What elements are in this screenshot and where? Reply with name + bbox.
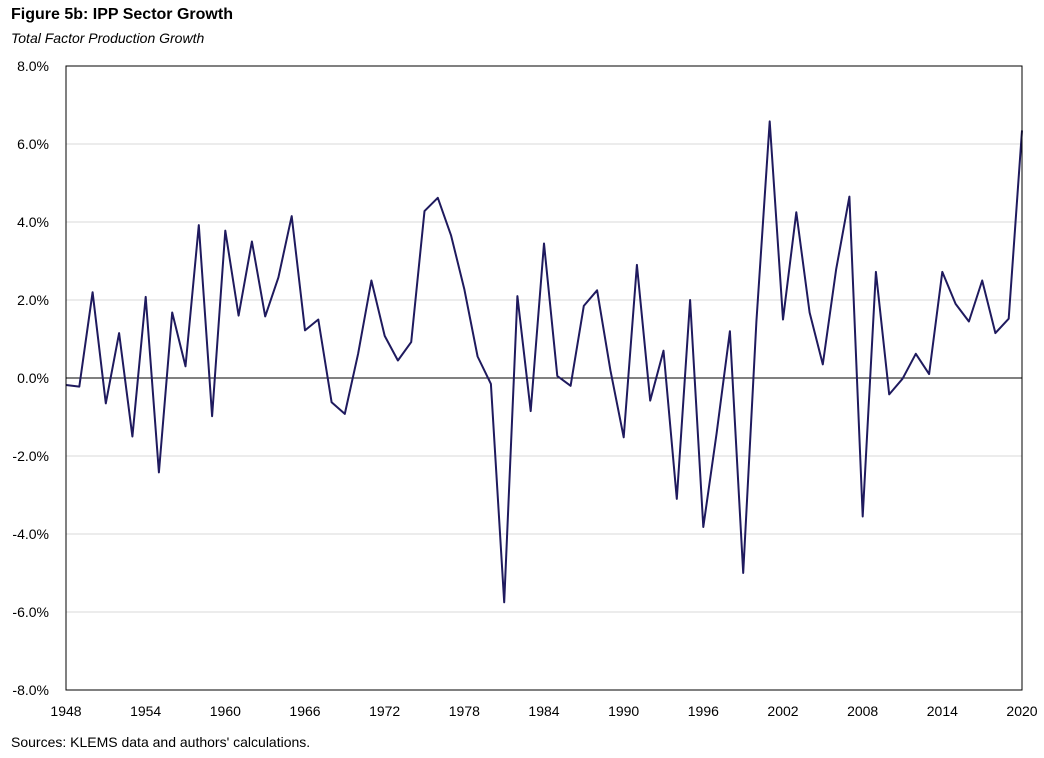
series-line: [65, 120, 1023, 604]
x-tick-label: 2008: [847, 703, 878, 719]
x-axis-tick-labels: 1948 1954 1960 1966 1972 1978 1984 1990 1996 2002…: [50, 703, 1037, 719]
y-tick-label: 4.0%: [17, 214, 49, 230]
x-tick-label: 2014: [927, 703, 958, 719]
x-tick-label: 1966: [289, 703, 320, 719]
chart-title: Figure 5b: IPP Sector Growth: [11, 6, 233, 23]
y-tick-label: -2.0%: [12, 448, 49, 464]
y-axis-tick-labels: 8.0% 6.0% 4.0% 2.0% 0.0% -2.0% -4.0% -6.0% -8.0%: [12, 58, 49, 698]
x-tick-label: 1984: [528, 703, 559, 719]
chart-subtitle: Total Factor Production Growth: [11, 30, 205, 46]
source-note: Sources: KLEMS data and authors' calcula…: [11, 734, 311, 750]
y-tick-label: 6.0%: [17, 136, 49, 152]
x-tick-label: 1948: [50, 703, 81, 719]
y-tick-label: -4.0%: [12, 526, 49, 542]
x-tick-label: 1978: [449, 703, 480, 719]
y-tick-label: -8.0%: [12, 682, 49, 698]
y-tick-label: 0.0%: [17, 370, 49, 386]
x-tick-label: 2020: [1006, 703, 1037, 719]
x-tick-label: 1972: [369, 703, 400, 719]
x-tick-label: 1990: [608, 703, 639, 719]
y-tick-label: -6.0%: [12, 604, 49, 620]
x-tick-label: 1996: [688, 703, 719, 719]
y-tick-label: 8.0%: [17, 58, 49, 74]
y-tick-label: 2.0%: [17, 292, 49, 308]
grid-lines: [66, 143, 1022, 613]
x-tick-label: 1954: [130, 703, 161, 719]
plot-area-frame: [65, 65, 1023, 691]
x-tick-label: 1960: [210, 703, 241, 719]
x-tick-label: 2002: [767, 703, 798, 719]
